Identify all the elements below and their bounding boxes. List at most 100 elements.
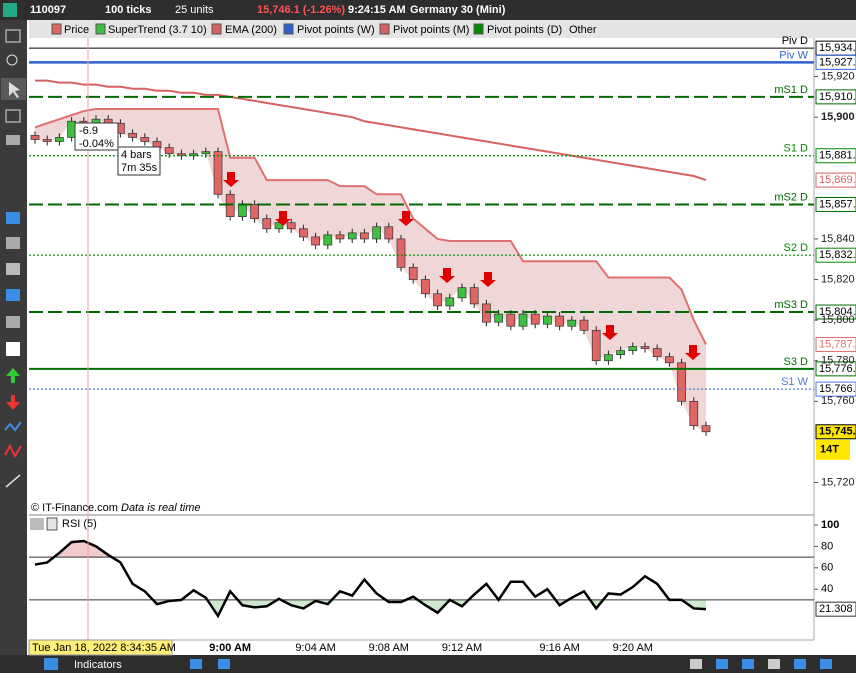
pivot-value-box xyxy=(815,148,856,164)
indicators-icon[interactable] xyxy=(44,658,58,670)
tool[interactable] xyxy=(6,135,20,145)
candle-body xyxy=(469,287,479,305)
legend-swatch[interactable] xyxy=(51,23,62,35)
pivot-value-box xyxy=(815,304,856,320)
y-tick-label: 100 xyxy=(821,519,839,531)
tool[interactable] xyxy=(4,443,22,459)
candle-body xyxy=(518,313,528,327)
legend-item[interactable]: SuperTrend (3.7 10) xyxy=(108,24,207,36)
tool[interactable] xyxy=(6,212,20,224)
series-value-box xyxy=(815,172,856,188)
tool[interactable] xyxy=(5,474,21,488)
candle-body xyxy=(604,354,613,362)
candle-body xyxy=(689,400,699,427)
measure-frame xyxy=(74,122,119,151)
plot-area xyxy=(30,79,711,436)
legend-swatch[interactable] xyxy=(211,23,222,35)
tool[interactable] xyxy=(5,29,21,43)
y-tick-label: 80 xyxy=(821,540,833,552)
pivot-value: 15,804. xyxy=(819,306,856,318)
rsi-swatch[interactable] xyxy=(46,517,58,531)
price-value: 15,745. xyxy=(819,426,856,438)
instrument[interactable]: Germany 30 (Mini) xyxy=(410,4,506,16)
legend-item[interactable]: EMA (200) xyxy=(225,24,277,36)
data-note: Data is real time xyxy=(121,502,200,514)
pivot-name: S2 D xyxy=(784,242,809,254)
units[interactable]: 25 units xyxy=(175,4,214,16)
legend: Price SuperTrend (3.7 10) EMA (200) Pivo… xyxy=(51,23,597,36)
pivot-name: Piv D xyxy=(782,35,808,47)
legend-swatch[interactable] xyxy=(379,23,390,35)
candle-body xyxy=(433,293,442,307)
icon[interactable] xyxy=(742,659,754,669)
legend-item[interactable]: Pivot points (M) xyxy=(393,24,469,36)
icon[interactable] xyxy=(768,659,780,669)
sell-signals xyxy=(223,172,701,360)
tool[interactable] xyxy=(6,289,20,301)
rsi-icon[interactable] xyxy=(30,518,44,530)
candle-body xyxy=(640,346,650,349)
candle-body xyxy=(347,232,357,240)
indicators-button[interactable]: Indicators xyxy=(74,659,122,671)
bottom-icons xyxy=(190,659,832,669)
legend-swatch[interactable] xyxy=(283,23,294,35)
icon[interactable] xyxy=(218,659,230,669)
tool[interactable] xyxy=(6,342,20,356)
tool[interactable] xyxy=(5,109,21,123)
pivot-name: S1 W xyxy=(781,376,809,388)
pivot-name: S3 D xyxy=(784,356,809,368)
candle-body xyxy=(579,319,589,331)
legend-swatch[interactable] xyxy=(95,23,106,35)
clock: 9:24:15 AM xyxy=(348,4,406,16)
candle-body xyxy=(42,139,52,142)
pivot-value-box xyxy=(815,89,856,105)
pivot-value-box xyxy=(815,361,856,377)
tool[interactable] xyxy=(6,263,20,275)
tool[interactable] xyxy=(6,316,20,328)
x-tick-label: 9:20 AM xyxy=(613,642,653,654)
candle-body xyxy=(421,279,430,295)
pivot-value: 15,832. xyxy=(819,249,856,261)
legend-item[interactable]: Pivot points (D) xyxy=(487,24,562,36)
legend-item[interactable]: Price xyxy=(64,24,89,36)
measure-bars: 4 bars xyxy=(121,149,152,161)
legend-swatch[interactable] xyxy=(473,23,484,35)
icon[interactable] xyxy=(690,659,702,669)
tool[interactable] xyxy=(6,395,20,410)
candle-body xyxy=(591,329,601,362)
rsi-value-box xyxy=(815,601,856,617)
y-tick-label: 15,920 xyxy=(821,70,855,82)
account[interactable]: 110097 xyxy=(30,4,66,16)
tool[interactable] xyxy=(6,237,20,249)
candle-body xyxy=(360,232,369,240)
pivot-value-box xyxy=(815,196,856,212)
icon[interactable] xyxy=(716,659,728,669)
icon[interactable] xyxy=(794,659,806,669)
series-value: 15,787. xyxy=(819,338,856,350)
tool[interactable] xyxy=(9,82,20,98)
rsi-value: 21.308 xyxy=(819,603,853,615)
pivot-name: mS1 D xyxy=(774,84,808,96)
interval[interactable]: 100 ticks xyxy=(105,4,151,16)
legend-bar xyxy=(29,20,856,38)
price-box xyxy=(815,424,856,440)
ema-line xyxy=(35,79,707,182)
tick-count: 14T xyxy=(820,444,839,456)
tick-count-box xyxy=(816,439,850,460)
icon[interactable] xyxy=(190,659,202,669)
candle-body xyxy=(567,319,577,327)
tool[interactable] xyxy=(4,421,22,432)
candle-body xyxy=(67,120,76,138)
tool[interactable] xyxy=(6,54,18,66)
series-value: 15,869. xyxy=(819,174,856,186)
icon[interactable] xyxy=(820,659,832,669)
y-tick-label: 15,820 xyxy=(821,273,855,285)
tool[interactable] xyxy=(6,368,20,383)
app-icon[interactable] xyxy=(3,3,17,17)
measure-frame xyxy=(117,146,161,176)
candle-body xyxy=(213,151,223,195)
legend-item[interactable]: Other xyxy=(569,24,597,36)
candle-body xyxy=(555,315,564,327)
candle-body xyxy=(335,234,345,240)
legend-item[interactable]: Pivot points (W) xyxy=(297,24,375,36)
